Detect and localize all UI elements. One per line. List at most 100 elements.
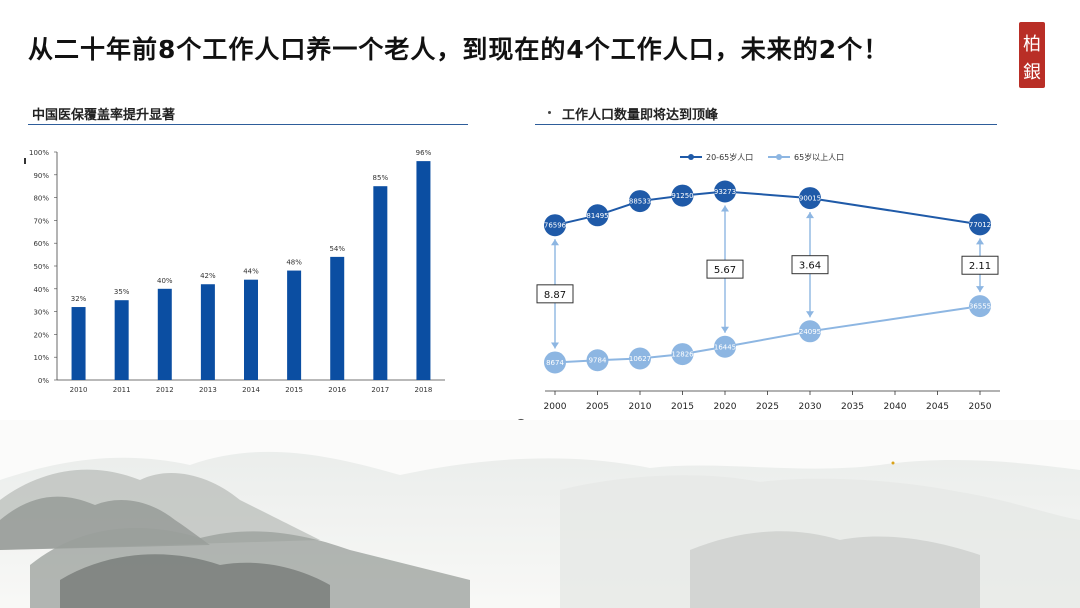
elderly-point-label: 9784 xyxy=(589,357,607,365)
bar-data-label: 35% xyxy=(114,288,130,296)
ratio-box xyxy=(706,259,744,279)
working-point-label: 77012 xyxy=(969,221,991,229)
ratio-label: 5.67 xyxy=(714,265,736,276)
elderly-population-line xyxy=(554,305,981,364)
ratio-label: 8.87 xyxy=(544,290,566,301)
ratio-arrow-head-down xyxy=(976,286,984,293)
elderly-point-label: 24095 xyxy=(799,328,821,336)
bar-x-tick-label: 2011 xyxy=(113,386,131,394)
legend-elderly-marker xyxy=(776,154,782,160)
bar-y-tick-label: 40% xyxy=(33,286,49,294)
working-point xyxy=(714,180,736,203)
bar-title-rule xyxy=(28,124,468,125)
bar xyxy=(416,161,431,380)
bar-y-tick-label: 20% xyxy=(33,331,49,339)
bar-chart: 0% 10% 20% 30% 40% 50% 60% 70% 80% 90% 100% 32% 2010… xyxy=(24,149,445,394)
bar-x-tick-label: 2018 xyxy=(415,386,433,394)
bar-y-tick-label: 80% xyxy=(33,195,49,203)
ratio-label: 3.64 xyxy=(799,261,821,272)
elderly-point xyxy=(629,347,651,370)
bar-chart-title: 中国医保覆盖率提升显著 xyxy=(32,108,176,123)
line-x-tick-label: 2005 xyxy=(586,402,609,412)
bar-y-tick-label: 60% xyxy=(33,240,49,248)
elderly-point-label: 16445 xyxy=(714,343,736,351)
bar-y-tick-label: 90% xyxy=(33,172,49,180)
bar xyxy=(114,300,129,380)
ratio-arrow-head-up xyxy=(806,212,814,219)
bar-data-label: 40% xyxy=(157,277,173,285)
svg-text:銀: 銀 xyxy=(1023,62,1041,83)
mountain-landscape-decoration xyxy=(0,420,1080,608)
elderly-point-label: 10627 xyxy=(629,355,651,363)
line-chart: 2000 2005 2010 2015 2020 2025 2030 2035 2040 2045… xyxy=(536,152,1000,412)
line-title-rule xyxy=(535,124,997,125)
bar-y-tick-label: 10% xyxy=(33,354,49,362)
bar xyxy=(330,256,345,380)
logo-glyphs: 柏 銀 xyxy=(1023,34,1041,83)
elderly-point-label: 8674 xyxy=(546,359,564,367)
working-point-label: 90015 xyxy=(799,195,821,203)
bar-x-tick-label: 2010 xyxy=(70,386,88,394)
working-point xyxy=(629,190,651,213)
working-point-label: 93273 xyxy=(714,188,736,196)
working-point-label: 76596 xyxy=(544,222,567,230)
bar-x-tick-label: 2014 xyxy=(242,386,260,394)
ratio-label: 2.11 xyxy=(969,261,991,272)
axis-marker xyxy=(24,158,26,164)
bar xyxy=(287,270,302,380)
elderly-point xyxy=(714,335,736,358)
working-point xyxy=(799,187,821,210)
ratio-box xyxy=(961,255,999,275)
elderly-point xyxy=(586,349,609,372)
bar-y-tick-label: 30% xyxy=(33,309,49,317)
line-x-tick-label: 2040 xyxy=(884,402,907,412)
bar xyxy=(373,186,388,380)
elderly-point-label: 36555 xyxy=(969,303,991,311)
line-x-tick-label: 2025 xyxy=(756,402,779,412)
bar-y-tick-label: 0% xyxy=(38,377,49,385)
elderly-point xyxy=(799,320,821,343)
ratio-box xyxy=(536,284,574,304)
line-x-tick-label: 2050 xyxy=(969,402,992,412)
bar-data-label: 85% xyxy=(373,174,389,182)
bar-y-tick-label: 50% xyxy=(33,263,49,271)
svg-text:柏: 柏 xyxy=(1023,34,1041,55)
bar-data-label: 48% xyxy=(286,259,302,267)
working-point-label: 81495 xyxy=(586,212,608,220)
bar-data-label: 54% xyxy=(329,245,345,253)
working-population-line xyxy=(554,190,981,227)
working-point xyxy=(586,204,609,227)
line-x-tick-label: 2045 xyxy=(926,402,949,412)
elderly-point xyxy=(544,351,566,374)
ratio-arrow-head-up xyxy=(976,238,984,245)
ratio-arrow-head-down xyxy=(806,311,814,318)
bar-data-label: 44% xyxy=(243,268,259,276)
legend-elderly-label: 65岁以上人口 xyxy=(794,152,844,162)
ratio-arrow-head-down xyxy=(721,326,729,333)
bar-data-label: 42% xyxy=(200,272,216,280)
legend-working-marker xyxy=(688,154,694,160)
working-point xyxy=(544,214,566,237)
line-x-tick-label: 2030 xyxy=(799,402,822,412)
logo-seal: 柏 銀 xyxy=(1019,22,1045,88)
line-chart-title: 工作人口数量即将达到顶峰 xyxy=(562,108,719,123)
ratio-arrow-head-down xyxy=(551,342,559,349)
working-point xyxy=(969,213,991,236)
elderly-point-label: 12826 xyxy=(671,351,694,359)
legend-working-label: 20-65岁人口 xyxy=(706,152,753,162)
line-x-tick-label: 2035 xyxy=(841,402,864,412)
bar xyxy=(200,284,215,380)
bar-x-tick-label: 2015 xyxy=(285,386,303,394)
line-x-tick-label: 2020 xyxy=(714,402,737,412)
bar-data-label: 32% xyxy=(71,295,87,303)
elderly-point xyxy=(969,295,991,318)
working-point-label: 88533 xyxy=(629,198,651,206)
ratio-arrow-head-up xyxy=(551,239,559,246)
bar-y-tick-label: 100% xyxy=(29,149,49,157)
bar-x-tick-label: 2017 xyxy=(371,386,389,394)
bar-x-tick-label: 2012 xyxy=(156,386,174,394)
bar-y-tick-label: 70% xyxy=(33,217,49,225)
bar xyxy=(244,279,258,380)
line-x-tick-label: 2015 xyxy=(671,402,694,412)
working-point xyxy=(671,184,694,207)
